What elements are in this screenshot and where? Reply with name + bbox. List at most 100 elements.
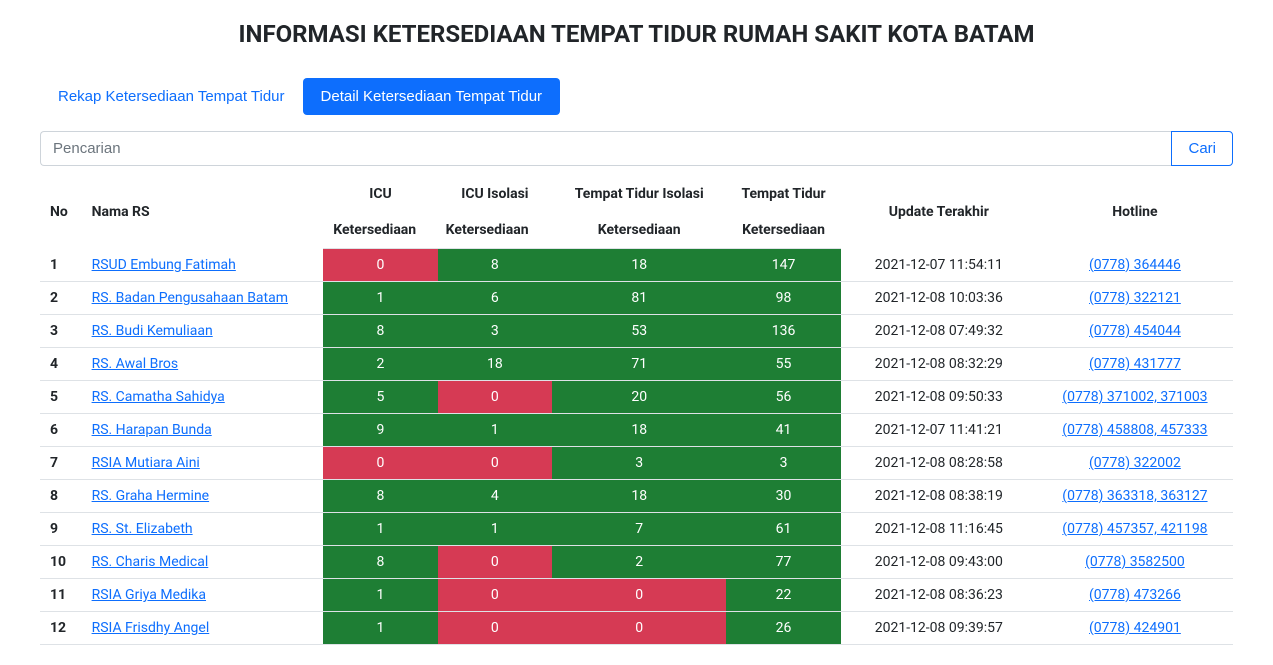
availability-cell: 0 [438,579,552,612]
availability-cell: 1 [438,414,552,447]
cell-no: 12 [40,612,84,645]
availability-cell: 53 [552,315,726,348]
availability-cell: 81 [552,282,726,315]
th-tt-iso: Tempat Tidur Isolasi [552,176,726,212]
hospital-link[interactable]: RS. Budi Kemuliaan [92,323,213,339]
cell-update: 2021-12-07 11:41:21 [841,414,1037,447]
cell-no: 2 [40,282,84,315]
availability-cell: 30 [726,480,840,513]
availability-cell: 136 [726,315,840,348]
hospital-link[interactable]: RS. Badan Pengusahaan Batam [92,290,288,306]
hospital-link[interactable]: RS. Graha Hermine [92,488,210,504]
availability-cell: 1 [323,579,437,612]
cell-update: 2021-12-08 08:28:58 [841,447,1037,480]
hospital-link[interactable]: RS. St. Elizabeth [92,521,193,537]
hotline-link[interactable]: (0778) 363318, 363127 [1062,488,1207,504]
availability-cell: 0 [552,579,726,612]
table-row: 1RSUD Embung Fatimah08181472021-12-07 11… [40,249,1233,282]
th-tt: Tempat Tidur [726,176,840,212]
cell-name: RSIA Frisdhy Angel [84,612,324,645]
th-sub-tt-iso: Ketersediaan [552,212,726,249]
table-row: 2 RS. Badan Pengusahaan Batam 1681982021-1… [40,282,1233,315]
th-sub-icu: Ketersediaan [323,212,437,249]
search-input[interactable] [40,131,1171,166]
cell-name: RS. Budi Kemuliaan [84,315,324,348]
availability-cell: 3 [552,447,726,480]
cell-hotline: (0778) 458808, 457333 [1037,414,1233,447]
cell-update: 2021-12-08 09:43:00 [841,546,1037,579]
availability-cell: 0 [438,612,552,645]
hotline-link[interactable]: (0778) 371002, 371003 [1062,389,1207,405]
hotline-link[interactable]: (0778) 322002 [1089,455,1181,471]
cell-update: 2021-12-08 10:03:36 [841,282,1037,315]
hotline-link[interactable]: (0778) 454044 [1089,323,1181,339]
cell-update: 2021-12-07 11:54:11 [841,249,1037,282]
tab-detail[interactable]: Detail Ketersediaan Tempat Tidur [303,78,561,115]
cell-no: 5 [40,381,84,414]
availability-cell: 0 [552,612,726,645]
hotline-link[interactable]: (0778) 457357, 421198 [1062,521,1207,537]
availability-cell: 18 [438,348,552,381]
table-row: 11RSIA Griya Medika100222021-12-08 08:36… [40,579,1233,612]
cell-update: 2021-12-08 11:16:45 [841,513,1037,546]
cell-name: RS. Graha Hermine [84,480,324,513]
cell-update: 2021-12-08 07:49:32 [841,315,1037,348]
hotline-link[interactable]: (0778) 322121 [1089,290,1181,306]
hospital-link[interactable]: RS. Awal Bros [92,356,179,372]
availability-cell: 0 [438,381,552,414]
hospital-link[interactable]: RS. Charis Medical [92,554,209,570]
cell-name: RSIA Griya Medika [84,579,324,612]
availability-cell: 6 [438,282,552,315]
cell-no: 6 [40,414,84,447]
availability-cell: 1 [323,282,437,315]
cell-hotline: (0778) 457357, 421198 [1037,513,1233,546]
availability-cell: 18 [552,414,726,447]
hotline-link[interactable]: (0778) 364446 [1089,257,1181,273]
hospital-link[interactable]: RS. Harapan Bunda [92,422,212,438]
hotline-link[interactable]: (0778) 3582500 [1085,554,1185,570]
table-row: 8RS. Graha Hermine8418302021-12-08 08:38… [40,480,1233,513]
hospital-link[interactable]: RS. Camatha Sahidya [92,389,225,405]
availability-cell: 0 [438,546,552,579]
availability-cell: 98 [726,282,840,315]
availability-cell: 26 [726,612,840,645]
availability-cell: 3 [438,315,552,348]
th-icu-iso: ICU Isolasi [438,176,552,212]
hotline-link[interactable]: (0778) 431777 [1089,356,1181,372]
cell-update: 2021-12-08 09:39:57 [841,612,1037,645]
hotline-link[interactable]: (0778) 473266 [1089,587,1181,603]
th-no: No [40,176,84,249]
availability-cell: 8 [323,315,437,348]
availability-cell: 3 [726,447,840,480]
cell-name: RS. Awal Bros [84,348,324,381]
availability-cell: 0 [323,447,437,480]
availability-cell: 1 [323,612,437,645]
hospital-link[interactable]: RSUD Embung Fatimah [92,257,236,273]
cell-update: 2021-12-08 08:38:19 [841,480,1037,513]
cell-no: 3 [40,315,84,348]
cell-name: RS. Charis Medical [84,546,324,579]
cell-name: RSIA Mutiara Aini [84,447,324,480]
tab-rekap[interactable]: Rekap Ketersediaan Tempat Tidur [40,78,303,115]
hospital-link[interactable]: RSIA Frisdhy Angel [92,620,210,636]
cell-hotline: (0778) 363318, 363127 [1037,480,1233,513]
availability-cell: 56 [726,381,840,414]
cell-name: RS. Badan Pengusahaan Batam [84,282,324,315]
cell-no: 9 [40,513,84,546]
hospital-link[interactable]: RSIA Griya Medika [92,587,206,603]
hotline-link[interactable]: (0778) 458808, 457333 [1062,422,1207,438]
cell-no: 11 [40,579,84,612]
cell-name: RS. Camatha Sahidya [84,381,324,414]
availability-cell: 61 [726,513,840,546]
hotline-link[interactable]: (0778) 424901 [1089,620,1181,636]
availability-cell: 9 [323,414,437,447]
hospital-link[interactable]: RSIA Mutiara Aini [92,455,200,471]
nav-tabs: Rekap Ketersediaan Tempat Tidur Detail K… [40,78,1233,115]
search-button[interactable]: Cari [1171,131,1233,166]
cell-update: 2021-12-08 08:32:29 [841,348,1037,381]
table-row: 9RS. St. Elizabeth117612021-12-08 11:16:… [40,513,1233,546]
cell-hotline: (0778) 473266 [1037,579,1233,612]
table-row: 7RSIA Mutiara Aini00332021-12-08 08:28:5… [40,447,1233,480]
availability-cell: 1 [438,513,552,546]
table-row: 5RS. Camatha Sahidya5020562021-12-08 09:… [40,381,1233,414]
